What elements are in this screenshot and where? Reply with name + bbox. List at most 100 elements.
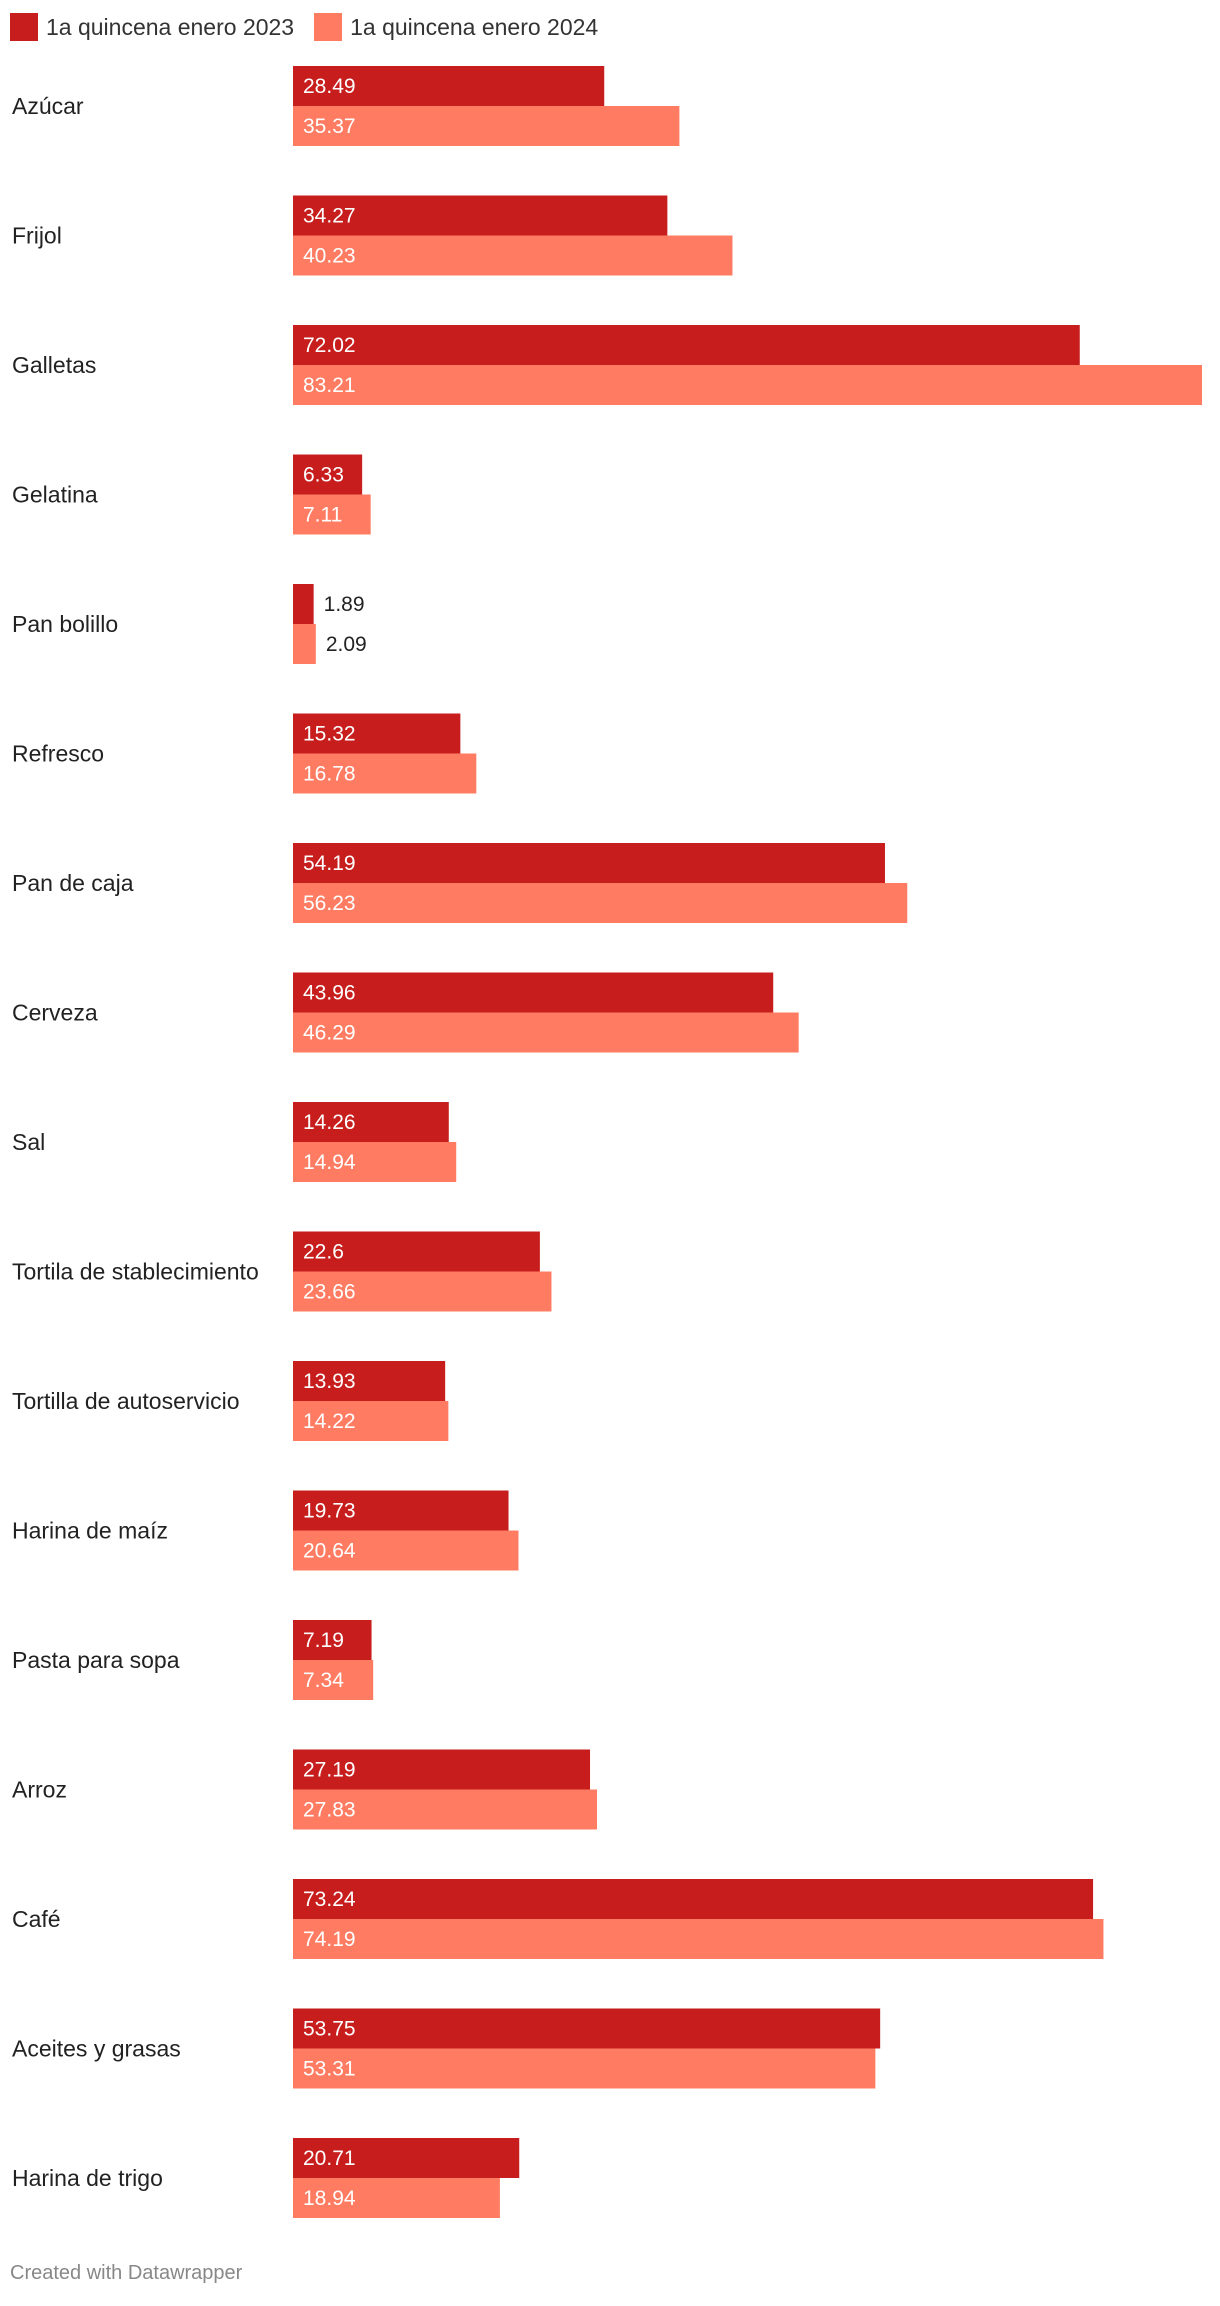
bar-2024 [293,1919,1104,1959]
bar-2023 [293,2138,520,2178]
bar-2024 [293,106,680,146]
bar-2023 [293,325,1080,365]
category-label: Pan bolillo [12,611,118,637]
value-label: 20.64 [303,1540,356,1563]
bar-2023 [293,1102,449,1142]
bar-group: Pan bolillo 1.89 2.09 [12,584,367,664]
value-label: 23.66 [303,1281,356,1304]
value-label: 40.23 [303,245,356,268]
value-label: 22.6 [303,1241,344,1264]
value-label: 14.26 [303,1111,356,1134]
bar-group: Sal 14.26 14.94 [12,1102,457,1182]
bar-group: Refresco 15.32 16.78 [12,713,477,794]
legend-label-2023: 1a quincena enero 2023 [46,13,295,40]
value-label: 72.02 [303,334,356,357]
category-label: Sal [12,1129,45,1155]
bar-2023 [293,1231,540,1272]
value-label: 6.33 [303,464,344,487]
bar-2023 [293,1361,446,1401]
bar-group: Frijol 34.27 40.23 [12,195,733,276]
bar-2024 [293,494,371,535]
bar-2023 [293,195,668,236]
bar-2023 [293,454,363,495]
bar-2023 [293,66,605,106]
bar-2024 [293,753,477,794]
bar-2024 [293,1142,457,1182]
category-label: Gelatina [12,482,98,508]
value-label: 16.78 [303,763,356,786]
bar-group: Cerveza 43.96 46.29 [12,972,799,1053]
value-label: 7.19 [303,1629,344,1652]
value-label: 53.75 [303,2018,356,2041]
datawrapper-credit: Created with Datawrapper [10,2262,243,2284]
category-label: Café [12,1906,61,1932]
bar-2023 [293,584,314,624]
bar-2024 [293,2178,500,2218]
category-label: Tortilla de autoservicio [12,1388,240,1414]
bar-group: Pan de caja 54.19 56.23 [12,843,908,923]
bar-group: Arroz 27.19 27.83 [12,1749,598,1830]
bar-2024 [293,235,733,276]
bar-2023 [293,2008,881,2049]
value-label: 20.71 [303,2147,356,2170]
category-label: Harina de trigo [12,2165,163,2191]
category-label: Tortila de stablecimiento [12,1259,259,1285]
bar-2023 [293,1620,372,1660]
bar-2024 [293,1789,598,1830]
bar-2024 [293,2048,876,2089]
bar-2024 [293,1530,519,1571]
value-label: 19.73 [303,1500,356,1523]
bar-group: Aceites y grasas 53.75 53.31 [12,2008,881,2089]
category-label: Pan de caja [12,870,134,896]
value-label: 43.96 [303,982,356,1005]
bar-2024 [293,365,1202,405]
category-label: Azúcar [12,93,84,119]
bar-2024 [293,883,908,923]
category-label: Arroz [12,1777,67,1803]
bar-2024 [293,1012,799,1053]
value-label: 28.49 [303,75,356,98]
value-label: 14.94 [303,1151,356,1174]
value-label: 7.34 [303,1669,344,1692]
value-label: 34.27 [303,205,356,228]
bar-2024 [293,1401,449,1441]
bar-2024 [293,624,316,664]
value-label: 54.19 [303,852,356,875]
bar-2023 [293,1879,1094,1919]
category-label: Aceites y grasas [12,2036,181,2062]
legend-item-2023: 1a quincena enero 2023 [10,13,294,41]
value-label: 7.11 [303,504,342,527]
value-label: 14.22 [303,1410,356,1433]
value-label: 74.19 [303,1928,356,1951]
bar-group: Café 73.24 74.19 [12,1879,1104,1959]
category-label: Pasta para sopa [12,1647,180,1673]
value-label: 46.29 [303,1022,356,1045]
value-label: 83.21 [303,374,356,397]
category-label: Frijol [12,223,62,249]
category-label: Cerveza [12,1000,98,1026]
bar-group: Harina de trigo 20.71 18.94 [12,2138,520,2218]
value-label: 1.89 [324,593,365,616]
value-label: 27.19 [303,1759,356,1782]
bar-group: Tortilla de autoservicio 13.93 14.22 [12,1361,449,1441]
category-label: Refresco [12,741,104,767]
legend-label-2024: 1a quincena enero 2024 [350,13,599,40]
value-label: 27.83 [303,1799,356,1822]
legend-swatch-2023 [10,13,38,41]
value-label: 35.37 [303,115,356,138]
bar-2024 [293,1660,374,1700]
bar-group: Gelatina 6.33 7.11 [12,454,371,535]
category-label: Galletas [12,352,96,378]
bar-2023 [293,1490,509,1531]
bar-group: Pasta para sopa 7.19 7.34 [12,1620,374,1700]
bar-group: Tortila de stablecimiento 22.6 23.66 [12,1231,552,1312]
value-label: 2.09 [326,633,367,656]
bar-2023 [293,843,885,883]
value-label: 53.31 [303,2058,356,2081]
bar-2023 [293,972,774,1013]
chart-legend: 1a quincena enero 2023 1a quincena enero… [10,10,618,44]
category-label: Harina de maíz [12,1518,168,1544]
bar-group: Galletas 72.02 83.21 [12,325,1202,405]
value-label: 18.94 [303,2187,356,2210]
legend-swatch-2024 [314,13,343,41]
